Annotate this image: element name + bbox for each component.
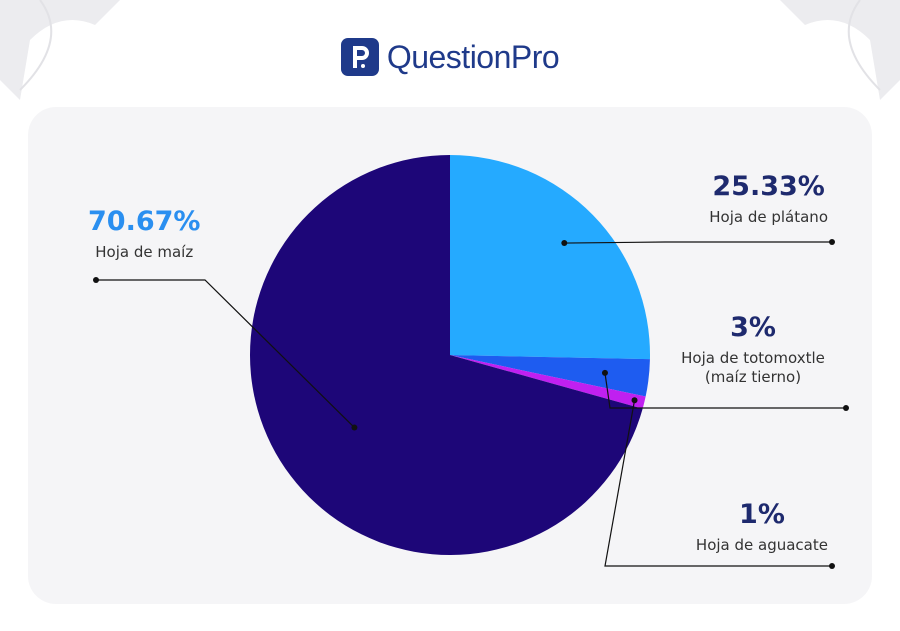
slice-name-label: Hoja de maíz (95, 243, 194, 261)
slice-name-label: Hoja de aguacate (695, 536, 828, 554)
leader-dot (829, 563, 835, 569)
leader-dot (93, 277, 99, 283)
leader-line (96, 279, 355, 428)
pie-slice (250, 155, 643, 555)
slice-value-label: 1% (739, 499, 785, 530)
questionpro-logo-icon (340, 38, 379, 76)
slice-label: 1% Hoja de aguacate (696, 500, 828, 555)
leader-dot (351, 424, 358, 431)
decorative-corner-right (780, 0, 900, 100)
slice-value-label: 3% (730, 312, 776, 343)
leader-dot (843, 405, 849, 411)
leader-line (604, 400, 832, 567)
slice-name-label: Hoja de plátano (709, 208, 828, 226)
slice-label: 25.33% Hoja de plátano (709, 172, 828, 227)
leader-dot (601, 369, 608, 376)
leader-line (604, 372, 846, 409)
slice-name-label: Hoja de totomoxtle (maíz tierno) (681, 349, 825, 386)
slice-label: 70.67% Hoja de maíz (88, 207, 200, 262)
leader-dot (829, 239, 835, 245)
leader-dot (631, 397, 638, 404)
pie-slice (450, 355, 646, 409)
pie-slice (450, 155, 650, 360)
slice-value-label: 25.33% (712, 171, 825, 202)
leader-line (564, 241, 832, 244)
decorative-corner-left (0, 0, 120, 100)
pie-slice (450, 355, 650, 397)
brand-name: QuestionPro (386, 38, 560, 75)
slice-value-label: 70.67% (88, 206, 201, 237)
brand-logo[interactable]: QuestionPro (0, 34, 900, 80)
slice-label: 3% Hoja de totomoxtle (maíz tierno) (678, 313, 828, 387)
leader-dot (561, 240, 568, 247)
